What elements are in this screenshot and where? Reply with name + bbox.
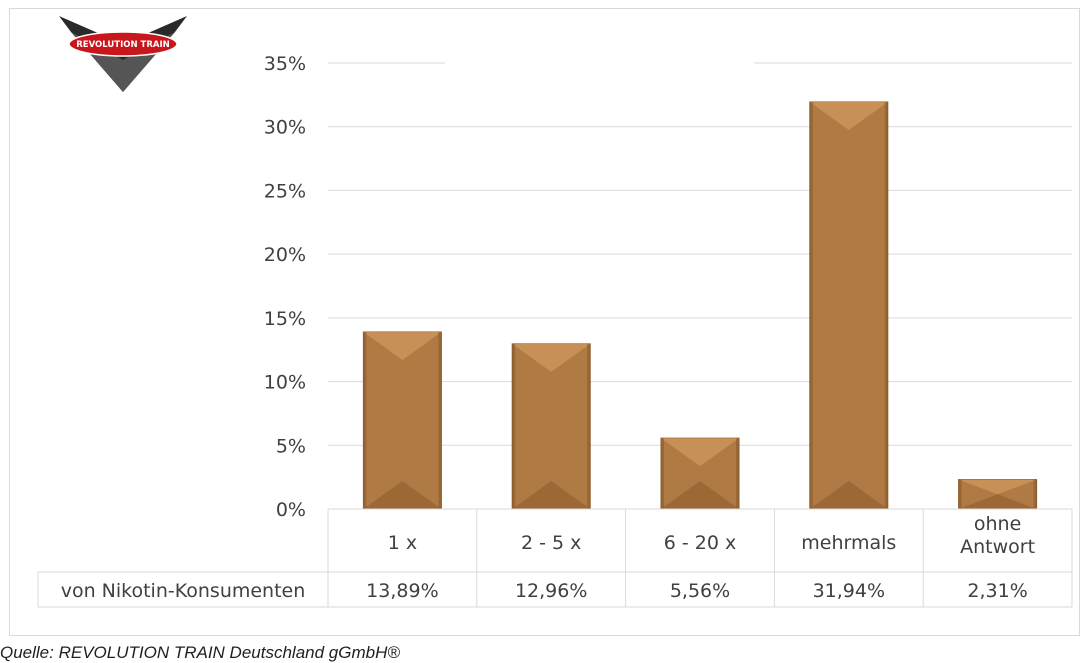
y-tick-label: 10% <box>264 372 306 394</box>
bar-bevel-top <box>363 332 442 361</box>
bar <box>362 331 442 510</box>
table-value: 13,89% <box>366 580 438 602</box>
bar-bevel-bottom <box>958 494 1037 509</box>
bar-edge-left <box>363 332 367 509</box>
y-tick-label: 20% <box>264 244 306 266</box>
source-caption: Quelle: REVOLUTION TRAIN Deutschland gGm… <box>0 643 400 662</box>
category-label: 2 - 5 x <box>521 532 581 554</box>
table-value: 31,94% <box>813 580 885 602</box>
table-value: 12,96% <box>515 580 587 602</box>
revolution-train-logo: REVOLUTION TRAIN <box>59 16 187 92</box>
data-table: 1 x 2 - 5 x 6 - 20 x mehrmals ohne Antwort von… <box>37 508 1073 608</box>
bar-bevel-top <box>809 101 888 130</box>
logo-text: REVOLUTION TRAIN <box>76 40 169 50</box>
y-axis-ticks: 0% 5% 10% 15% 20% 25% 30% 35% <box>264 53 306 521</box>
bar <box>958 479 1038 510</box>
bar-edge-right <box>884 101 888 510</box>
bar-bevel-bottom <box>512 481 591 509</box>
bar-edge-right <box>438 332 442 509</box>
bar-bevel-top <box>958 479 1037 495</box>
bar <box>660 437 740 510</box>
y-tick-label: 5% <box>276 435 306 457</box>
bar-edge-right <box>587 343 591 509</box>
bar-chart: 0% 5% 10% 15% 20% 25% 30% 35% 1 x 2 - 5 x 6 - 20 … <box>37 53 1073 608</box>
bar-edge-right <box>736 438 739 509</box>
bar-bevel-top <box>661 438 739 467</box>
category-label: mehrmals <box>801 532 896 554</box>
series-name: von Nikotin-Konsumenten <box>61 580 306 602</box>
table-value: 5,56% <box>670 580 730 602</box>
bar-bevel-bottom <box>809 481 888 509</box>
bar-body <box>809 101 889 510</box>
bar-edge-left <box>512 343 516 509</box>
y-tick-label: 35% <box>264 53 306 75</box>
category-label: ohne Antwort <box>960 513 1035 558</box>
bar-bevel-bottom <box>661 481 739 509</box>
bar-edge-left <box>809 101 813 510</box>
grid-lines <box>328 62 1072 446</box>
category-label: 6 - 20 x <box>664 532 736 554</box>
bars <box>362 101 1038 510</box>
bar-edge-left <box>661 438 664 509</box>
category-label: 1 x <box>388 532 417 554</box>
y-tick-label: 0% <box>276 499 306 521</box>
table-value: 2,31% <box>967 580 1027 602</box>
bar-edge-left <box>958 479 962 509</box>
bar-bevel-top <box>512 343 591 372</box>
y-tick-label: 15% <box>264 308 306 330</box>
bar <box>809 101 889 510</box>
y-tick-label: 25% <box>264 180 306 202</box>
bar-bevel-bottom <box>363 481 442 509</box>
bar <box>511 343 591 510</box>
chart-frame <box>9 8 1080 636</box>
bar-edge-right <box>1033 479 1037 509</box>
y-tick-label: 30% <box>264 117 306 139</box>
